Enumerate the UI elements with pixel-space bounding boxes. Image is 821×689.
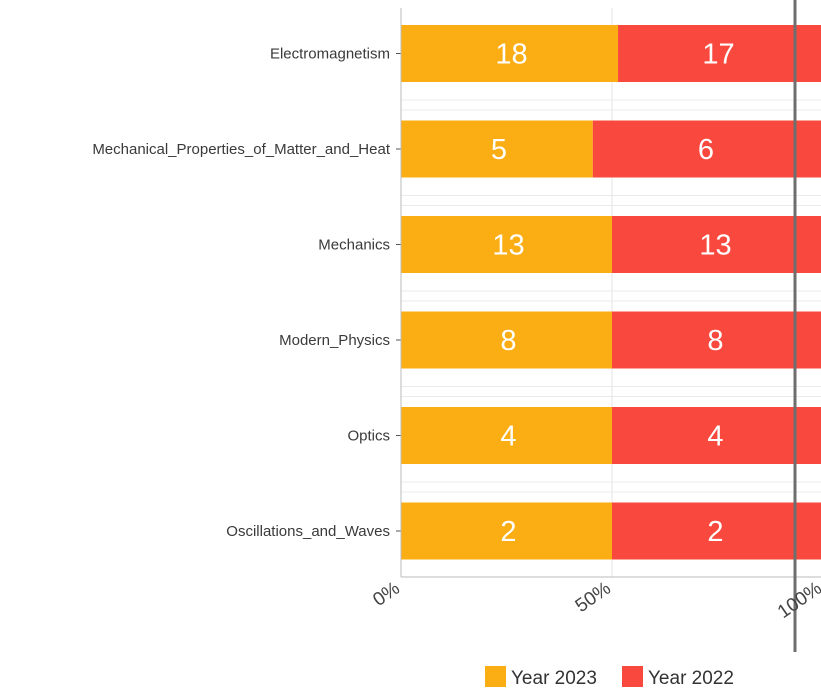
category-labels: Electromagnetism Mechanical_Properties_of… <box>92 46 391 541</box>
legend: Year 2023 Year 2022 <box>485 666 734 689</box>
bar-segment <box>401 502 612 560</box>
bar-value-label: 6 <box>698 134 714 166</box>
category-label: Electromagnetism <box>270 46 390 63</box>
legend-swatch <box>485 666 506 687</box>
x-tick-label: 0% <box>369 578 404 611</box>
bar-segment <box>401 120 593 178</box>
bar-value-label: 13 <box>699 230 731 262</box>
bar-value-label: 13 <box>492 230 524 262</box>
bars <box>401 25 821 560</box>
legend-label: Year 2023 <box>511 668 597 689</box>
bar-value-label: 5 <box>491 134 507 166</box>
axes <box>396 0 821 652</box>
category-label: Mechanics <box>318 237 390 254</box>
bar-value-label: 8 <box>707 325 723 357</box>
category-label: Oscillations_and_Waves <box>226 523 390 540</box>
x-tick-labels: 0% 50% 100% <box>369 578 821 623</box>
bar-value-label: 4 <box>707 421 723 453</box>
bar-value-label: 18 <box>495 39 527 71</box>
bar-segment <box>401 311 612 369</box>
category-label: Mechanical_Properties_of_Matter_and_Heat <box>92 141 391 158</box>
bar-segment <box>401 25 619 82</box>
bar-value-label: 4 <box>500 421 516 453</box>
grid-lines <box>401 8 821 577</box>
bar-segment <box>618 25 821 82</box>
bar-value-label: 8 <box>500 325 516 357</box>
bar-segment <box>612 407 821 464</box>
category-label: Optics <box>347 428 390 445</box>
bar-segment <box>612 502 821 560</box>
bar-segment <box>612 216 821 273</box>
bar-value-label: 17 <box>702 39 734 71</box>
legend-swatch <box>622 666 643 687</box>
x-tick-label: 50% <box>572 578 615 617</box>
bar-segment <box>592 120 821 178</box>
legend-label: Year 2022 <box>648 668 734 689</box>
category-label: Modern_Physics <box>279 332 390 349</box>
bar-segment <box>612 311 821 369</box>
bar-value-label: 2 <box>707 516 723 548</box>
bar-value-label: 2 <box>500 516 516 548</box>
bar-segment <box>401 216 612 273</box>
x-tick-label: 100% <box>774 578 821 623</box>
bar-value-labels: 18 17 5 6 13 13 8 8 4 4 2 2 <box>491 39 735 549</box>
bar-segment <box>401 407 612 464</box>
